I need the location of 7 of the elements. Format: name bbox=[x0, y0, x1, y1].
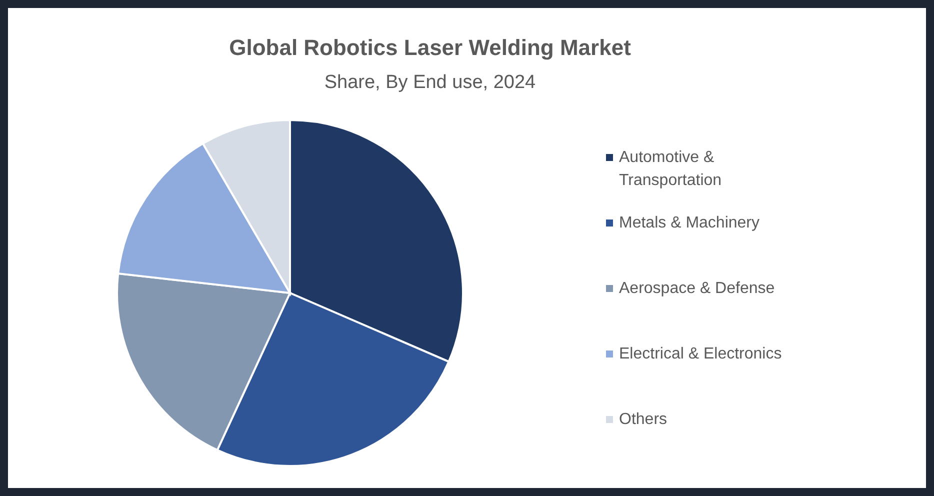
chart-subtitle: Share, By End use, 2024 bbox=[324, 72, 536, 93]
legend-label: Aerospace & Defense bbox=[619, 280, 775, 297]
legend-label: Automotive & Transportation bbox=[619, 149, 722, 189]
legend-label: Others bbox=[619, 411, 668, 428]
legend-label: Electrical & Electronics bbox=[619, 346, 782, 362]
chart-title: Global Robotics Laser Welding Market bbox=[229, 35, 632, 60]
legend-label: Metals & Machinery bbox=[619, 214, 760, 232]
